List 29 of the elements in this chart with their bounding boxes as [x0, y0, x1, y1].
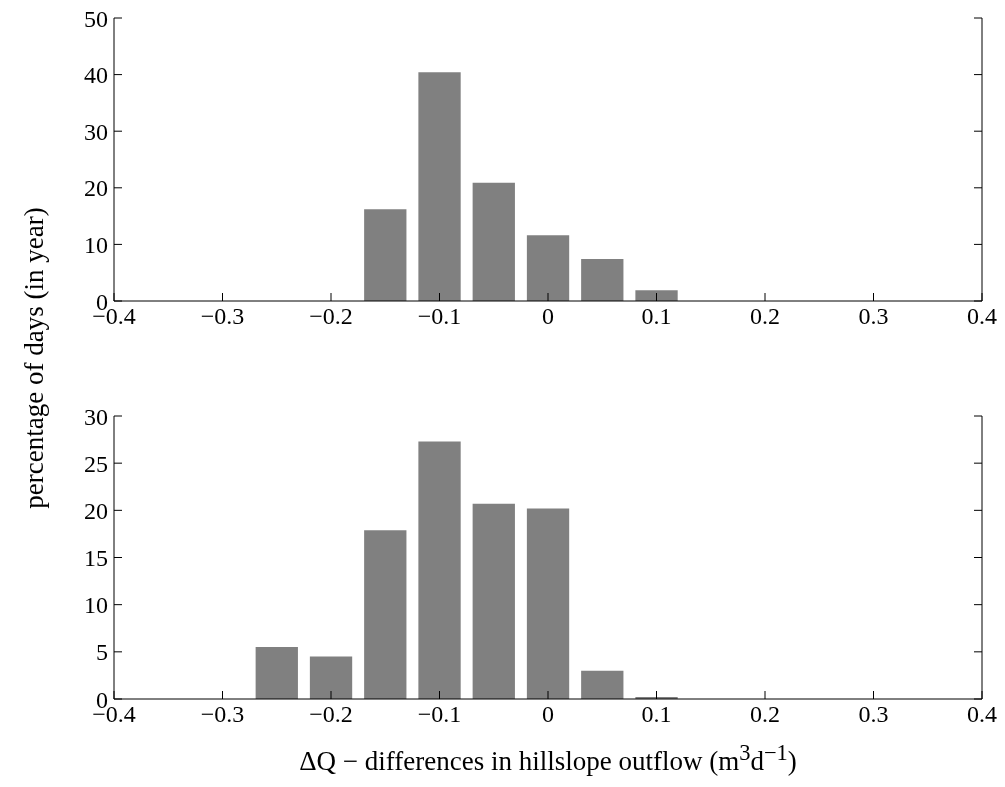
x-tick-label: −0.2: [309, 701, 353, 728]
x-tick-label: −0.2: [309, 303, 353, 330]
x-tick-label: 0.4: [967, 701, 997, 728]
x-tick-label: 0.2: [750, 701, 780, 728]
y-tick-label: 25: [84, 450, 108, 477]
y-tick-label: 20: [84, 175, 108, 202]
x-axis-title: ΔQ − differences in hillslope outflow (m$^{3}$d$^{−1}$): [299, 740, 797, 777]
y-tick-label: 30: [84, 403, 108, 430]
y-tick-label: 10: [84, 231, 108, 258]
x-tick-label: 0.3: [858, 701, 889, 728]
y-tick-label: 10: [84, 592, 108, 619]
y-tick-label: 15: [84, 545, 108, 572]
y-tick-label: 40: [84, 62, 108, 89]
y-axis-title: percentage of days (in year): [18, 207, 50, 509]
x-tick-label: −0.3: [200, 303, 245, 330]
y-tick-label: 5: [96, 639, 108, 666]
x-tick-label: 0.1: [641, 303, 672, 330]
y-tick-label: 50: [84, 5, 108, 32]
x-tick-label: −0.1: [417, 701, 462, 728]
x-tick-label: 0.2: [750, 303, 780, 330]
y-tick-label: 20: [84, 497, 108, 524]
x-tick-label: 0.4: [967, 303, 997, 330]
x-tick-label: 0.1: [641, 701, 672, 728]
x-tick-label: 0: [542, 303, 554, 330]
x-tick-label: −0.1: [417, 303, 462, 330]
y-tick-label: 30: [84, 118, 108, 145]
x-tick-label: −0.3: [200, 701, 245, 728]
x-tick-label: 0: [542, 701, 554, 728]
x-tick-label: 0.3: [858, 303, 889, 330]
